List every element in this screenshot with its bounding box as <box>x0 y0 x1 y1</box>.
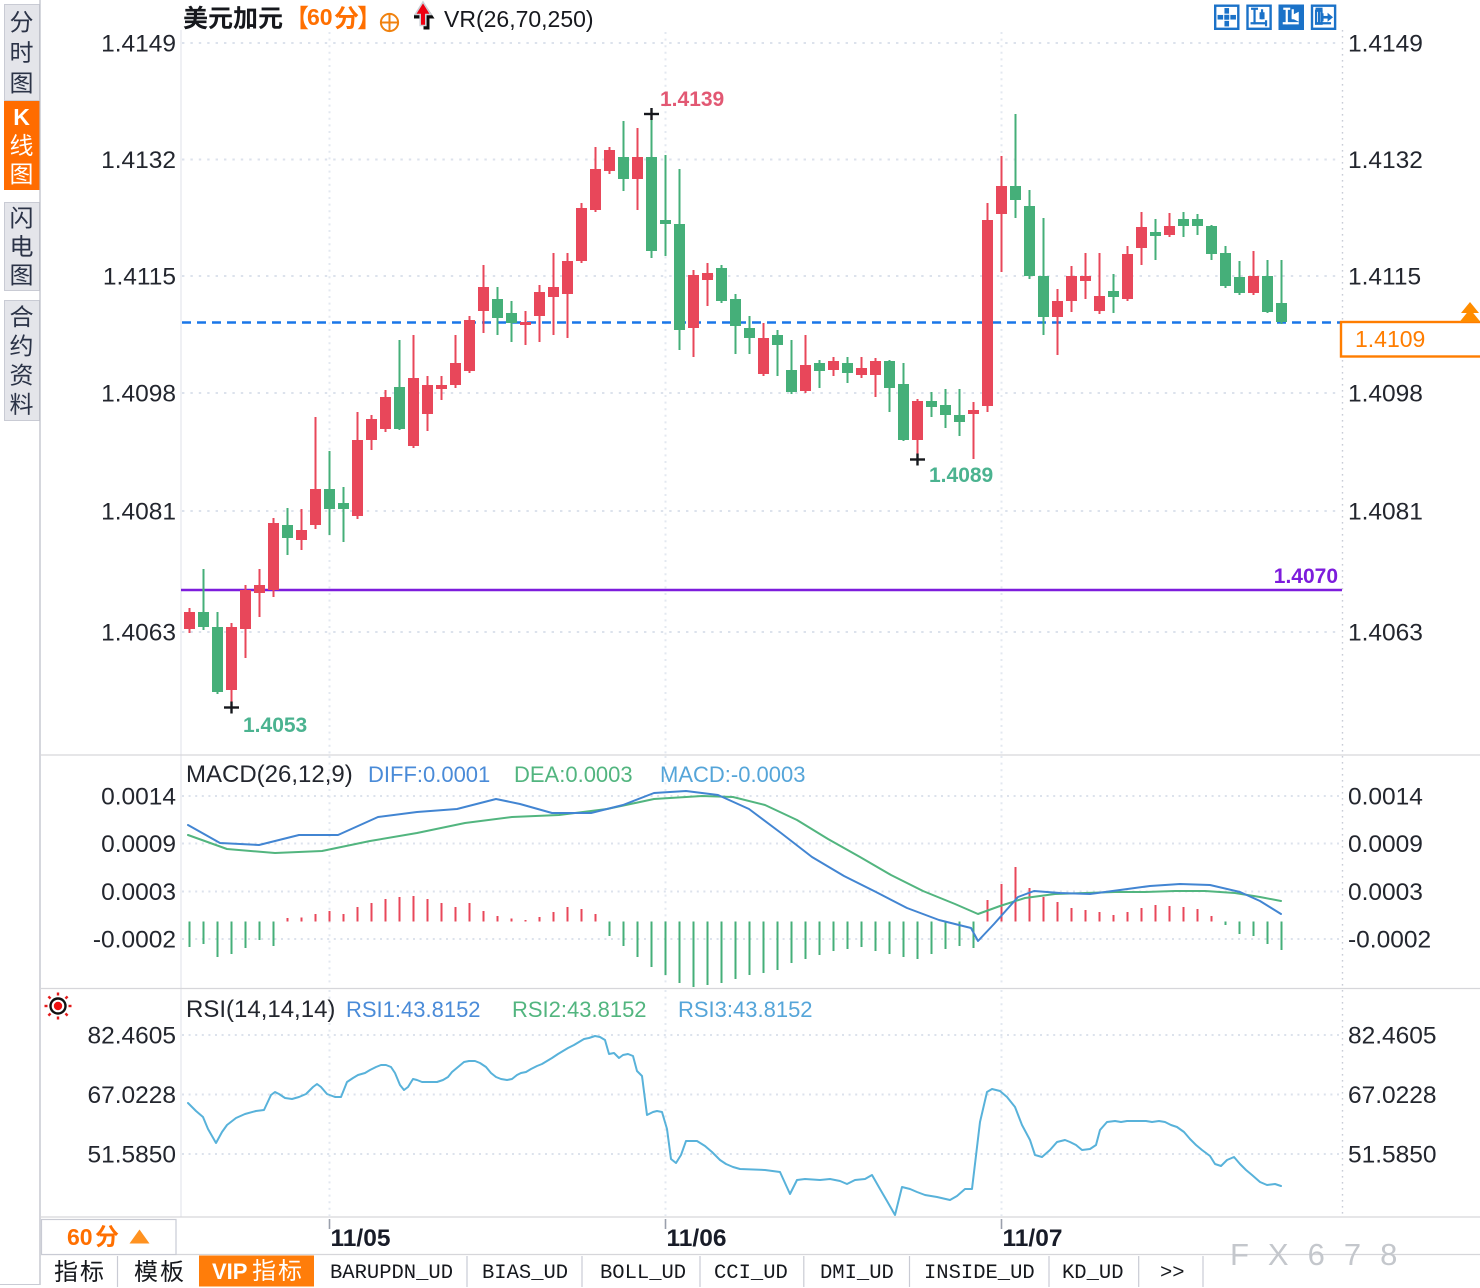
svg-text:FX678: FX678 <box>1230 1237 1416 1272</box>
svg-text:CCI_UD: CCI_UD <box>714 1262 788 1285</box>
svg-text:DMI_UD: DMI_UD <box>820 1262 894 1285</box>
svg-text:0.0014: 0.0014 <box>1348 784 1423 811</box>
svg-text:0.0009: 0.0009 <box>1348 831 1423 858</box>
svg-text:KD_UD: KD_UD <box>1062 1262 1124 1285</box>
svg-text:K: K <box>13 104 30 130</box>
svg-text:11/07: 11/07 <box>1003 1225 1063 1252</box>
svg-text:51.5850: 51.5850 <box>87 1142 176 1169</box>
svg-text:0.0003: 0.0003 <box>101 879 176 906</box>
svg-text:1.4115: 1.4115 <box>103 264 176 291</box>
svg-text:BARUPDN_UD: BARUPDN_UD <box>330 1262 453 1285</box>
svg-text:82.4605: 82.4605 <box>1348 1023 1437 1050</box>
svg-text:0.0014: 0.0014 <box>101 784 176 811</box>
svg-text:1.4149: 1.4149 <box>1348 31 1423 58</box>
svg-text:RSI2:43.8152: RSI2:43.8152 <box>512 997 647 1022</box>
svg-text:1.4063: 1.4063 <box>1348 620 1423 647</box>
svg-text:11/06: 11/06 <box>667 1225 727 1252</box>
svg-text:MACD(26,12,9): MACD(26,12,9) <box>186 761 353 788</box>
svg-text:MACD:-0.0003: MACD:-0.0003 <box>660 762 806 787</box>
svg-text:1.4149: 1.4149 <box>101 31 176 58</box>
svg-text:1.4053: 1.4053 <box>243 714 307 737</box>
svg-text:-0.0002: -0.0002 <box>1348 927 1431 954</box>
svg-text:0.0009: 0.0009 <box>101 831 176 858</box>
svg-text:BOLL_UD: BOLL_UD <box>600 1262 686 1285</box>
svg-text:82.4605: 82.4605 <box>87 1023 176 1050</box>
svg-text:67.0228: 67.0228 <box>87 1082 176 1109</box>
svg-text:60: 60 <box>307 4 333 30</box>
svg-text:1.4081: 1.4081 <box>1348 499 1423 526</box>
svg-text:DEA:0.0003: DEA:0.0003 <box>514 762 633 787</box>
svg-text:>>: >> <box>1160 1262 1185 1285</box>
svg-text:0.0003: 0.0003 <box>1348 879 1423 906</box>
svg-text:RSI(14,14,14): RSI(14,14,14) <box>186 996 335 1023</box>
svg-text:-0.0002: -0.0002 <box>93 927 176 954</box>
svg-text:RSI1:43.8152: RSI1:43.8152 <box>346 997 481 1022</box>
svg-text:1.4115: 1.4115 <box>1348 264 1421 291</box>
svg-text:1.4081: 1.4081 <box>101 499 176 526</box>
svg-text:60: 60 <box>67 1224 93 1250</box>
svg-text:VIP: VIP <box>212 1259 247 1284</box>
svg-text:51.5850: 51.5850 <box>1348 1142 1437 1169</box>
svg-text:11/05: 11/05 <box>331 1225 391 1252</box>
svg-text:1.4098: 1.4098 <box>1348 381 1423 408</box>
svg-text:1.4098: 1.4098 <box>101 381 176 408</box>
svg-text:INSIDE_UD: INSIDE_UD <box>924 1262 1035 1285</box>
svg-text:1.4063: 1.4063 <box>101 620 176 647</box>
svg-text:1.4070: 1.4070 <box>1274 565 1338 588</box>
svg-text:1.4132: 1.4132 <box>101 147 176 174</box>
svg-text:1.4139: 1.4139 <box>660 88 724 111</box>
svg-text:DIFF:0.0001: DIFF:0.0001 <box>368 762 490 787</box>
svg-text:1.4109: 1.4109 <box>1355 326 1425 352</box>
svg-text:RSI3:43.8152: RSI3:43.8152 <box>678 997 813 1022</box>
svg-text:67.0228: 67.0228 <box>1348 1082 1437 1109</box>
svg-text:VR(26,70,250): VR(26,70,250) <box>444 6 594 32</box>
svg-text:BIAS_UD: BIAS_UD <box>482 1262 568 1285</box>
svg-text:1.4132: 1.4132 <box>1348 147 1423 174</box>
svg-text:1.4089: 1.4089 <box>929 464 993 487</box>
